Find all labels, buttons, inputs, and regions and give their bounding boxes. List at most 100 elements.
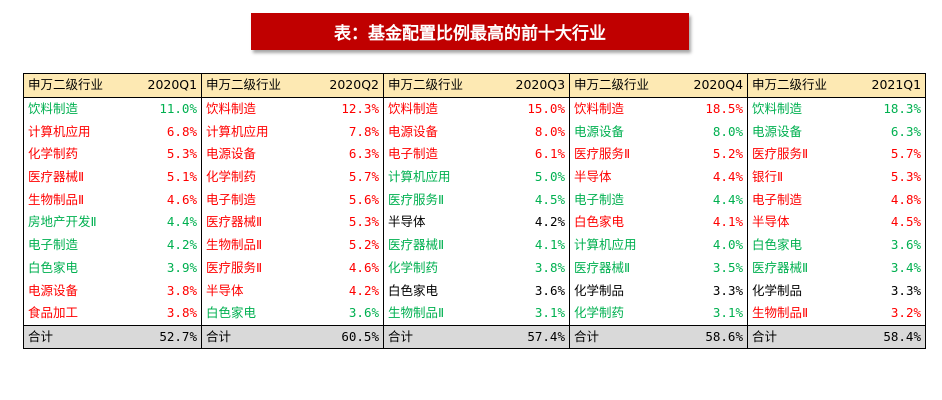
table-row: 食品加工 3.8% 白色家电 3.6% 生物制品Ⅱ 3.1% 化学制药 3.1% 生物制品Ⅱ 3.… [23,301,926,326]
total-label: 合计 [23,324,144,350]
table-row: 医疗器械Ⅱ 5.1% 化学制药 5.7% 计算机应用 5.0% 半导体 4.4% 银行Ⅱ 5.3% [23,165,926,189]
allocation-pct-cell: 3.3% [867,279,926,302]
allocation-pct-cell: 3.6% [534,282,565,298]
table-row: 生物制品Ⅱ 4.6% 电子制造 5.6% 医疗服务Ⅱ 4.5% 电子制造 4.4% 电子制造 4.… [23,188,926,212]
table-title: 表：基金配置比例最高的前十大行业 [251,13,689,50]
column-header-industry: 申万二级行业 [569,73,690,98]
column-header-period: 2020Q2 [321,73,384,98]
table-row: 房地产开发Ⅱ 4.4% 医疗器械Ⅱ 5.3% 半导体 4.2% 白色家电 4.1% 半导体 4.5… [23,211,926,234]
industry-cell: 生物制品Ⅱ [23,188,144,212]
allocation-pct-cell: 4.6% [166,191,197,207]
industry-cell: 电子制造 [201,188,322,212]
industry-cell: 生物制品Ⅱ [201,233,322,257]
allocation-pct-cell: 4.4% [712,191,743,207]
column-header-period: 2020Q3 [511,73,570,98]
industry-cell: 电子制造 [747,188,868,212]
industry-cell: 电源设备 [383,120,512,144]
table-row: 计算机应用 6.8% 计算机应用 7.8% 电源设备 8.0% 电源设备 8.0% 电源设备 6.… [23,120,926,144]
industry-cell: 白色家电 [23,256,144,280]
allocation-pct-cell: 3.1% [712,305,743,321]
industry-cell: 化学制药 [23,143,144,166]
table-row: 化学制药 5.3% 电源设备 6.3% 电子制造 6.1% 医疗服务Ⅱ 5.2% 医疗服务Ⅱ 5.… [23,143,926,166]
allocation-pct-cell: 3.6% [348,305,379,321]
industry-cell: 计算机应用 [569,233,690,257]
industry-cell: 半导体 [747,211,868,234]
industry-cell: 化学制品 [569,279,690,302]
industry-cell: 医疗服务Ⅱ [747,143,868,166]
industry-cell: 白色家电 [383,279,512,302]
industry-cell: 饮料制造 [383,97,512,121]
industry-cell: 食品加工 [23,301,144,326]
industry-cell: 化学制药 [383,256,512,280]
industry-cell: 半导体 [383,211,512,234]
column-header-industry: 申万二级行业 [383,73,512,98]
total-value: 52.7% [143,324,202,350]
total-value: 58.4% [867,324,926,350]
industry-cell: 化学制品 [747,279,868,302]
allocation-pct-cell: 4.8% [867,188,926,212]
industry-cell: 白色家电 [569,211,690,234]
industry-cell: 电源设备 [201,143,322,166]
allocation-pct-cell: 5.3% [166,146,197,162]
industry-cell: 计算机应用 [201,120,322,144]
allocation-pct-cell: 5.0% [534,169,565,185]
total-value: 58.6% [689,324,748,350]
industry-cell: 化学制药 [201,165,322,189]
column-header-industry: 申万二级行业 [201,73,322,98]
allocation-pct-cell: 4.4% [166,214,197,230]
allocation-pct-cell: 4.1% [712,214,743,230]
allocation-pct-cell: 3.6% [867,233,926,257]
industry-cell: 医疗服务Ⅱ [383,188,512,212]
industry-cell: 半导体 [569,165,690,189]
total-label: 合计 [383,324,512,350]
industry-cell: 生物制品Ⅱ [383,301,512,326]
allocation-pct-cell: 5.7% [348,169,379,185]
allocation-pct-cell: 18.3% [867,97,926,121]
allocation-pct-cell: 4.0% [712,237,743,253]
header-row: 申万二级行业 2020Q1 申万二级行业 2020Q2 申万二级行业 2020Q3 申万二级… [23,73,926,98]
industry-cell: 饮料制造 [23,97,144,121]
industry-cell: 饮料制造 [747,97,868,121]
allocation-pct-cell: 6.3% [867,120,926,144]
allocation-pct-cell: 3.9% [166,259,197,275]
column-header-industry: 申万二级行业 [747,73,868,98]
allocation-pct-cell: 3.5% [712,259,743,275]
allocation-pct-cell: 4.4% [712,169,743,185]
industry-cell: 饮料制造 [201,97,322,121]
allocation-pct-cell: 5.6% [348,191,379,207]
allocation-pct-cell: 6.3% [348,146,379,162]
industry-cell: 电源设备 [23,279,144,302]
allocation-pct-cell: 4.2% [348,282,379,298]
industry-cell: 医疗器械Ⅱ [747,256,868,280]
allocation-pct-cell: 3.8% [166,282,197,298]
total-value: 60.5% [321,324,384,350]
industry-cell: 电子制造 [23,233,144,257]
allocation-pct-cell: 3.2% [867,301,926,326]
industry-cell: 电子制造 [569,188,690,212]
industry-cell: 医疗服务Ⅱ [201,256,322,280]
industry-cell: 化学制药 [569,301,690,326]
industry-cell: 生物制品Ⅱ [747,301,868,326]
industry-cell: 电源设备 [569,120,690,144]
allocation-pct-cell: 4.5% [867,211,926,234]
allocation-pct-cell: 6.8% [166,123,197,139]
column-header-period: 2020Q4 [689,73,748,98]
allocation-pct-cell: 5.2% [348,237,379,253]
allocation-pct-cell: 11.0% [159,101,197,117]
allocation-pct-cell: 12.3% [341,101,379,117]
allocation-pct-cell: 3.3% [712,282,743,298]
industry-cell: 白色家电 [747,233,868,257]
allocation-pct-cell: 5.2% [712,146,743,162]
table-row: 饮料制造 11.0% 饮料制造 12.3% 饮料制造 15.0% 饮料制造 18.5% 饮料制造… [23,97,926,121]
industry-cell: 医疗服务Ⅱ [569,143,690,166]
industry-allocation-table: 申万二级行业 2020Q1 申万二级行业 2020Q2 申万二级行业 2020Q3 申万二级… [23,73,926,350]
allocation-pct-cell: 4.2% [534,214,565,230]
table-row: 电子制造 4.2% 生物制品Ⅱ 5.2% 医疗器械Ⅱ 4.1% 计算机应用 4.0% 白色家电 3… [23,233,926,257]
industry-cell: 计算机应用 [383,165,512,189]
allocation-pct-cell: 8.0% [712,123,743,139]
allocation-pct-cell: 4.1% [534,237,565,253]
allocation-pct-cell: 3.4% [867,256,926,280]
column-header-industry: 申万二级行业 [23,73,144,98]
column-header-period: 2021Q1 [867,73,926,98]
allocation-pct-cell: 4.2% [166,237,197,253]
